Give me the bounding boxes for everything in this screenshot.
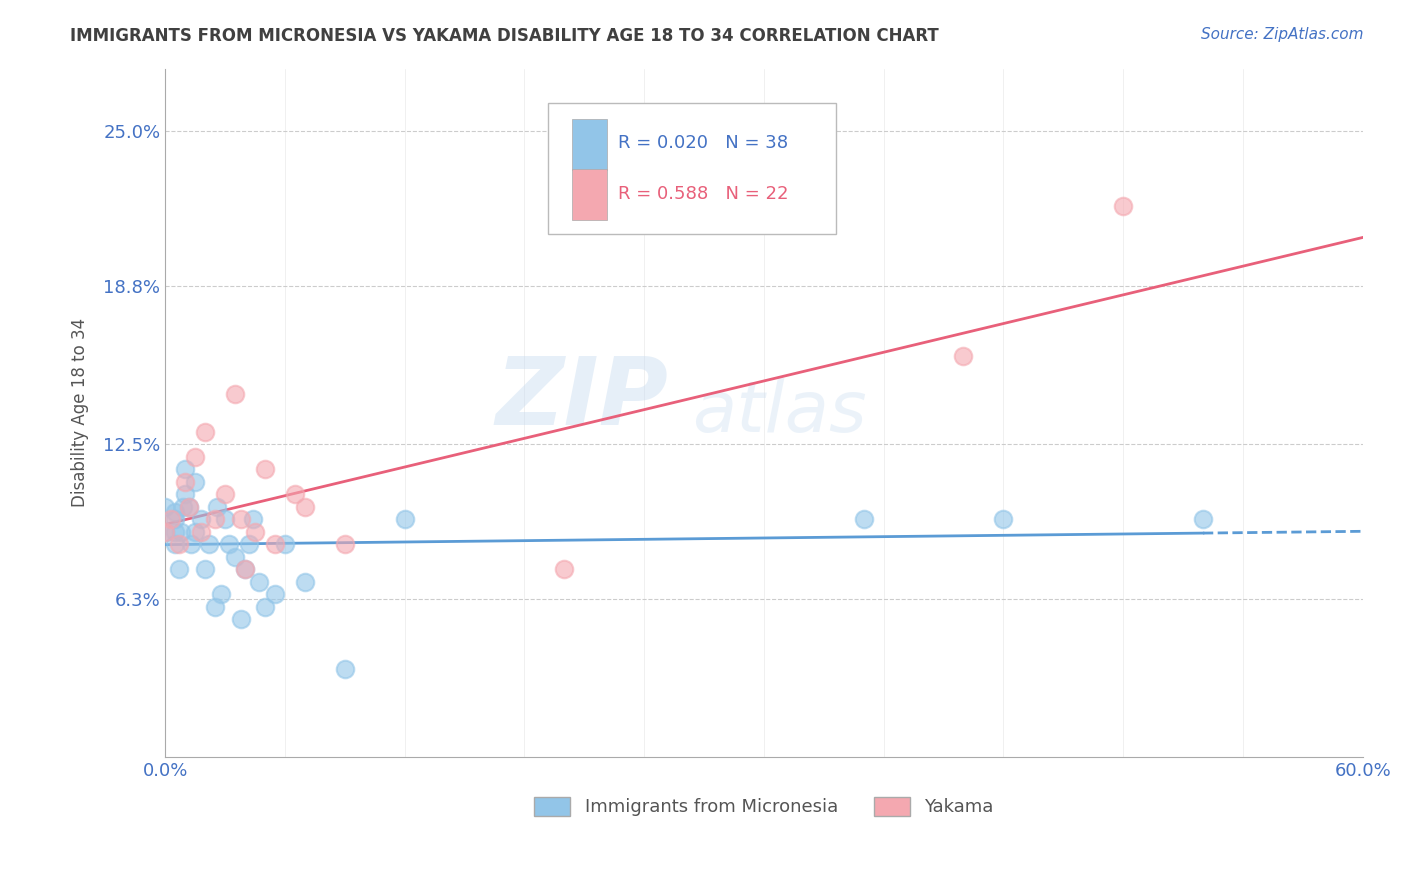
Point [184, 475, 207, 489]
Text: Source: ZipAtlas.com: Source: ZipAtlas.com [1201, 27, 1364, 42]
Point [204, 599, 226, 614]
Point [194, 562, 217, 576]
Point [165, 524, 187, 539]
Point [184, 524, 207, 539]
Point [284, 487, 307, 501]
Point [1112, 199, 1135, 213]
Point [852, 512, 875, 526]
Legend: Immigrants from Micronesia, Yakama: Immigrants from Micronesia, Yakama [527, 789, 1001, 823]
Point [294, 500, 316, 514]
Point [180, 537, 202, 551]
Point [155, 500, 177, 514]
Y-axis label: Disability Age 18 to 34: Disability Age 18 to 34 [72, 318, 89, 508]
Point [170, 524, 193, 539]
Point [253, 599, 276, 614]
Point [165, 505, 187, 519]
Point [214, 512, 236, 526]
Point [155, 524, 177, 539]
Point [205, 500, 228, 514]
Point [209, 587, 232, 601]
Point [264, 587, 287, 601]
Point [224, 549, 246, 564]
Point [172, 500, 194, 514]
Point [294, 574, 316, 589]
Point [247, 574, 270, 589]
Point [233, 562, 256, 576]
Point [155, 524, 177, 539]
Point [243, 524, 266, 539]
Point [179, 500, 201, 514]
Point [204, 512, 226, 526]
Point [253, 462, 276, 476]
Point [218, 537, 240, 551]
Point [184, 450, 207, 464]
FancyBboxPatch shape [572, 169, 607, 220]
Text: IMMIGRANTS FROM MICRONESIA VS YAKAMA DISABILITY AGE 18 TO 34 CORRELATION CHART: IMMIGRANTS FROM MICRONESIA VS YAKAMA DIS… [70, 27, 939, 45]
Text: atlas: atlas [692, 378, 866, 447]
Point [553, 562, 575, 576]
Point [333, 537, 356, 551]
Point [179, 500, 201, 514]
Point [190, 524, 212, 539]
Point [238, 537, 260, 551]
Point [242, 512, 264, 526]
Point [214, 487, 236, 501]
Point [198, 537, 221, 551]
Point [1192, 512, 1215, 526]
Point [264, 537, 287, 551]
Text: ZIP: ZIP [495, 353, 668, 445]
Point [233, 562, 256, 576]
Point [167, 537, 190, 551]
Point [229, 612, 252, 626]
Point [165, 537, 187, 551]
Point [174, 487, 197, 501]
Point [952, 350, 974, 364]
Point [190, 512, 212, 526]
Point [174, 462, 197, 476]
Point [167, 562, 190, 576]
Point [333, 662, 356, 676]
Point [160, 512, 183, 526]
Point [174, 475, 197, 489]
Point [165, 512, 187, 526]
Point [194, 425, 217, 439]
Text: R = 0.588   N = 22: R = 0.588 N = 22 [617, 185, 789, 202]
FancyBboxPatch shape [548, 103, 835, 234]
Point [394, 512, 416, 526]
Point [993, 512, 1015, 526]
Text: R = 0.020   N = 38: R = 0.020 N = 38 [617, 134, 787, 152]
FancyBboxPatch shape [572, 119, 607, 169]
Point [224, 387, 246, 401]
Point [229, 512, 252, 526]
Point [274, 537, 297, 551]
